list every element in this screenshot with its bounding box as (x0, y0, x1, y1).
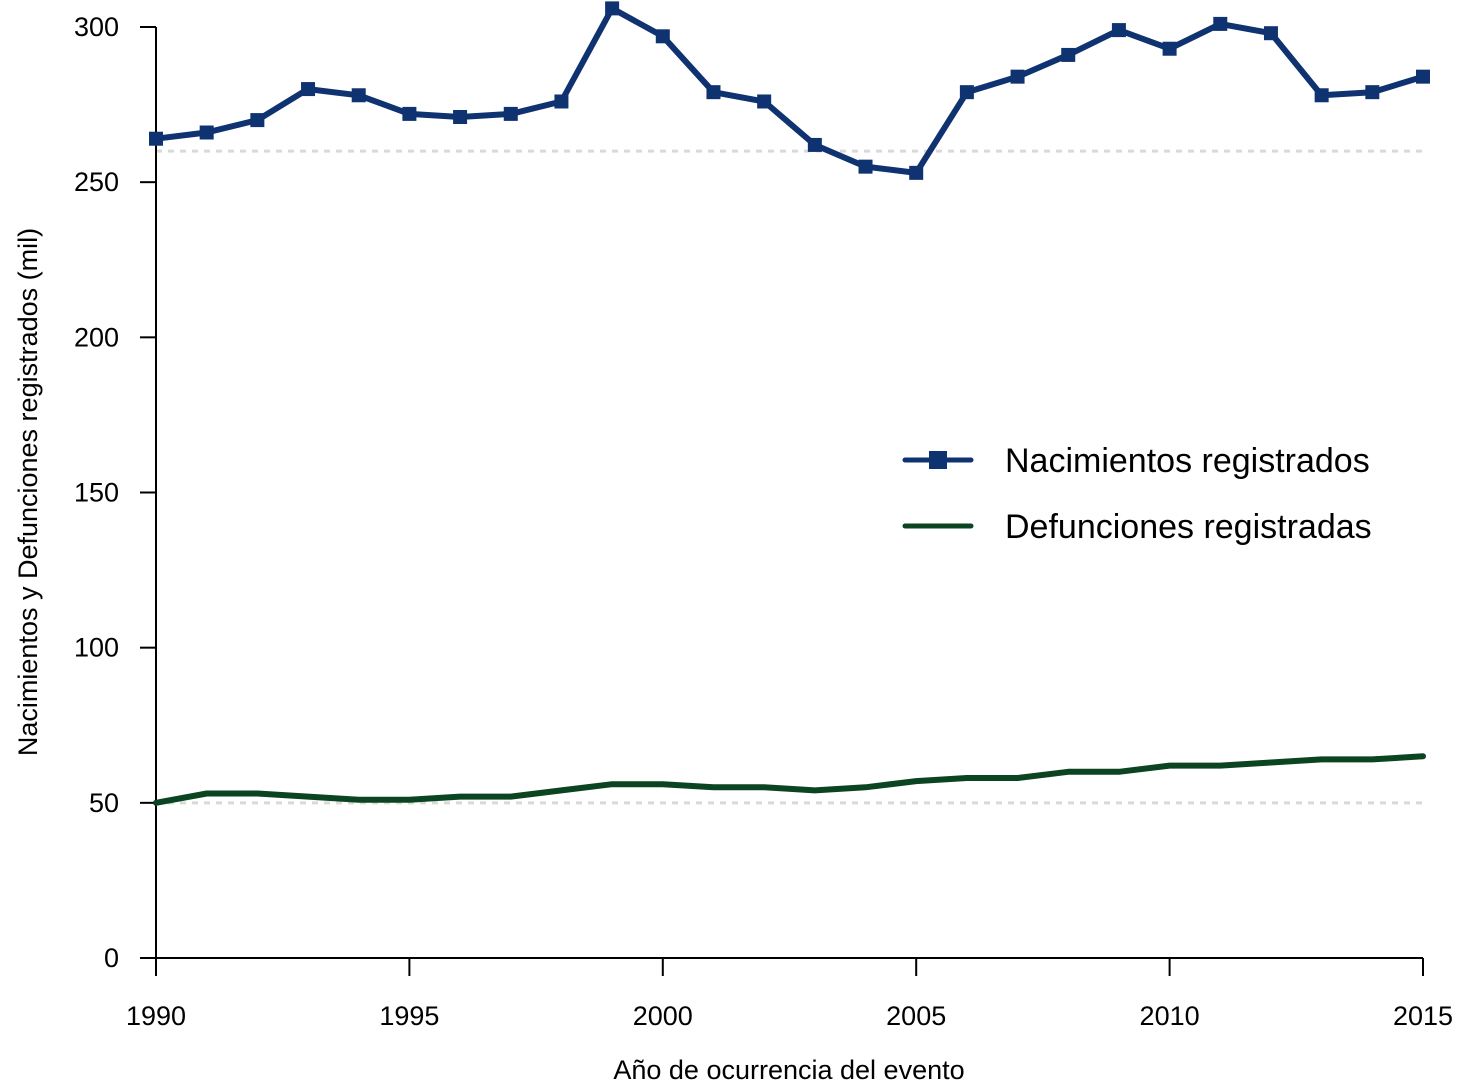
y-axis-title: Nacimientos y Defunciones registrados (m… (13, 228, 43, 756)
data-point (1314, 88, 1329, 103)
x-ticks: 1990 1995 2000 2005 2010 2015 (126, 958, 1453, 1031)
y-ticks: 0 50 100 150 200 250 300 (74, 12, 156, 973)
data-point (706, 85, 721, 100)
data-point (959, 85, 974, 100)
axes: 0 50 100 150 200 250 300 1990 1995 2000 2005 2010 2… (74, 12, 1453, 1031)
x-axis-title: Año de ocurrencia del evento (613, 1055, 964, 1083)
x-tick-label: 2010 (1140, 1001, 1200, 1031)
legend-label: Defunciones registradas (1005, 508, 1372, 546)
y-tick-label: 250 (74, 167, 119, 197)
series-1 (149, 1, 1430, 180)
data-point (554, 94, 569, 109)
data-point (402, 106, 417, 121)
y-tick-label: 0 (104, 943, 119, 973)
x-tick-label: 2000 (633, 1001, 693, 1031)
data-point (909, 165, 924, 180)
data-point (1213, 16, 1228, 31)
data-point (1061, 47, 1076, 62)
data-point (807, 137, 822, 152)
data-point (757, 94, 772, 109)
data-point (605, 1, 620, 16)
data-point (1162, 41, 1177, 56)
data-point (351, 88, 366, 103)
series-line (153, 753, 1426, 806)
data-point (1263, 26, 1278, 41)
x-tick-label: 1995 (379, 1001, 439, 1031)
legend-swatch-marker (929, 451, 947, 469)
legend: Nacimientos registrados Defunciones regis… (902, 442, 1372, 546)
series-line (153, 5, 1426, 176)
data-point (655, 29, 670, 44)
legend-label: Nacimientos registrados (1005, 442, 1370, 480)
x-tick-label: 2015 (1393, 1001, 1453, 1031)
data-point (301, 82, 316, 97)
y-tick-label: 50 (89, 788, 119, 818)
data-point (858, 159, 873, 174)
legend-item: Defunciones registradas (902, 508, 1372, 546)
data-point (453, 109, 468, 124)
y-tick-label: 300 (74, 12, 119, 42)
series-2 (153, 753, 1426, 806)
x-tick-label: 2005 (886, 1001, 946, 1031)
data-point (1111, 23, 1126, 38)
series-layer (149, 1, 1430, 806)
data-point (1416, 69, 1430, 84)
data-point (250, 113, 265, 128)
x-tick-label: 1990 (126, 1001, 186, 1031)
data-point (1010, 69, 1025, 84)
data-point (503, 106, 518, 121)
y-tick-label: 100 (74, 633, 119, 663)
data-point (149, 131, 163, 146)
y-tick-label: 200 (74, 322, 119, 352)
data-point (199, 125, 214, 140)
legend-item: Nacimientos registrados (902, 442, 1370, 480)
data-point (1365, 85, 1380, 100)
y-tick-label: 150 (74, 478, 119, 508)
